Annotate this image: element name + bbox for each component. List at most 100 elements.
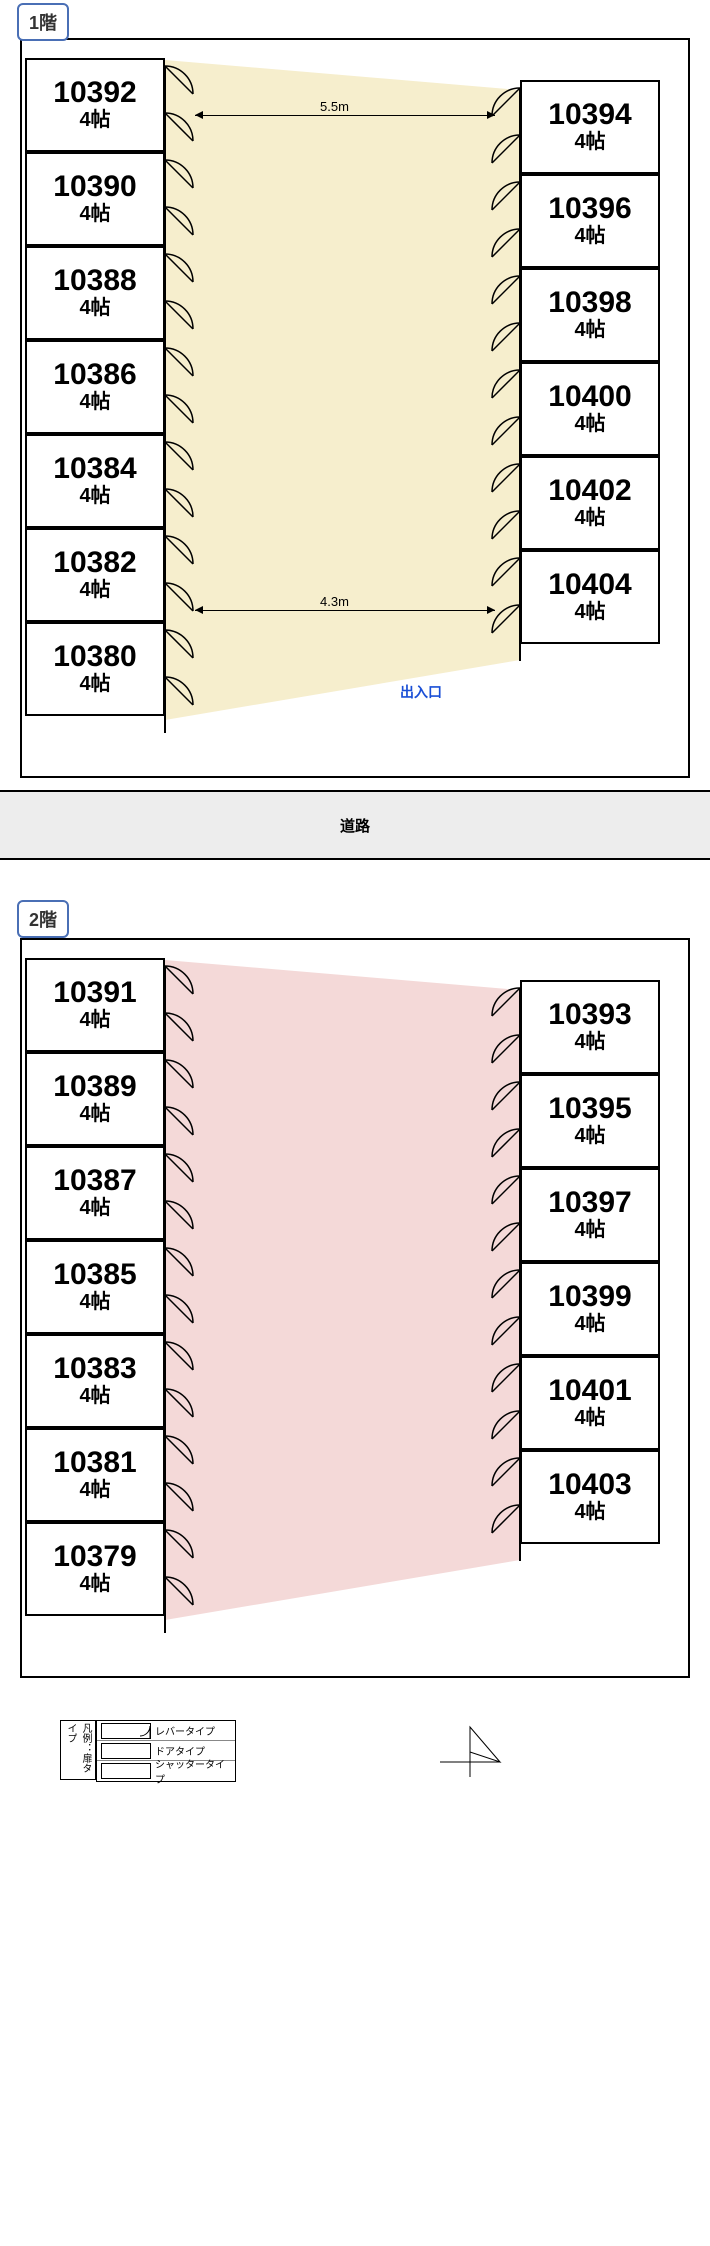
dimension-line bbox=[195, 610, 495, 611]
storage-unit[interactable]: 103924帖 bbox=[25, 58, 165, 152]
storage-unit[interactable]: 103884帖 bbox=[25, 246, 165, 340]
unit-number: 10384 bbox=[53, 454, 136, 484]
unit-number: 10394 bbox=[548, 100, 631, 130]
dimension-arrowhead bbox=[195, 606, 203, 614]
unit-size: 4帖 bbox=[79, 390, 110, 414]
storage-unit[interactable]: 103944帖 bbox=[520, 80, 660, 174]
floor-2-section: 2階 103914帖 103894帖 103874帖 103854帖 bbox=[0, 860, 710, 1690]
unit-size: 4帖 bbox=[574, 224, 605, 248]
floor-1-section: 1階 103924帖 103904帖 103884帖 103864帖 bbox=[0, 0, 710, 790]
floor-2-plot: 2階 103914帖 103894帖 103874帖 103854帖 bbox=[0, 860, 710, 1690]
dimension-arrowhead bbox=[195, 111, 203, 119]
legend-label: シャッタータイプ bbox=[155, 1756, 235, 1786]
unit-number: 10391 bbox=[53, 978, 136, 1008]
storage-unit[interactable]: 103794帖 bbox=[25, 1522, 165, 1616]
unit-number: 10385 bbox=[53, 1260, 136, 1290]
dimension-text: 5.5m bbox=[320, 99, 349, 114]
unit-number: 10400 bbox=[548, 382, 631, 412]
storage-unit[interactable]: 103954帖 bbox=[520, 1074, 660, 1168]
unit-number: 10389 bbox=[53, 1072, 136, 1102]
legend-swatch-icon bbox=[101, 1723, 151, 1739]
legend-swatch-icon bbox=[101, 1763, 151, 1779]
unit-size: 4帖 bbox=[79, 1478, 110, 1502]
storage-unit[interactable]: 103824帖 bbox=[25, 528, 165, 622]
unit-size: 4帖 bbox=[79, 202, 110, 226]
storage-unit[interactable]: 104004帖 bbox=[520, 362, 660, 456]
door-icon bbox=[490, 603, 522, 668]
storage-unit[interactable]: 103804帖 bbox=[25, 622, 165, 716]
legend-row: シャッタータイプ bbox=[97, 1761, 235, 1781]
legend: 凡例：扉タイプ レバータイプドアタイプシャッタータイプ bbox=[0, 1720, 710, 1782]
unit-number: 10390 bbox=[53, 172, 136, 202]
storage-unit[interactable]: 103994帖 bbox=[520, 1262, 660, 1356]
unit-size: 4帖 bbox=[79, 1008, 110, 1032]
unit-size: 4帖 bbox=[574, 318, 605, 342]
unit-number: 10380 bbox=[53, 642, 136, 672]
unit-size: 4帖 bbox=[574, 412, 605, 436]
legend-title: 凡例：扉タイプ bbox=[60, 1720, 96, 1780]
storage-unit[interactable]: 103874帖 bbox=[25, 1146, 165, 1240]
storage-unit[interactable]: 103854帖 bbox=[25, 1240, 165, 1334]
floor-1-plot: 1階 103924帖 103904帖 103884帖 103864帖 bbox=[0, 0, 710, 790]
dimension-text: 4.3m bbox=[320, 594, 349, 609]
floor-1-label: 1階 bbox=[17, 3, 69, 41]
storage-unit[interactable]: 104024帖 bbox=[520, 456, 660, 550]
road-label: 道路 bbox=[340, 815, 370, 836]
legend-row: レバータイプ bbox=[97, 1721, 235, 1741]
legend-swatch-icon bbox=[101, 1743, 151, 1759]
unit-size: 4帖 bbox=[79, 484, 110, 508]
road-bar: 道路 bbox=[0, 790, 710, 860]
unit-number: 10404 bbox=[548, 570, 631, 600]
legend-label: レバータイプ bbox=[155, 1723, 235, 1738]
storage-unit[interactable]: 103914帖 bbox=[25, 958, 165, 1052]
storage-unit[interactable]: 104014帖 bbox=[520, 1356, 660, 1450]
unit-number: 10395 bbox=[548, 1094, 631, 1124]
storage-unit[interactable]: 103844帖 bbox=[25, 434, 165, 528]
storage-unit[interactable]: 103904帖 bbox=[25, 152, 165, 246]
unit-size: 4帖 bbox=[79, 672, 110, 696]
storage-unit[interactable]: 103894帖 bbox=[25, 1052, 165, 1146]
unit-number: 10398 bbox=[548, 288, 631, 318]
storage-unit[interactable]: 103964帖 bbox=[520, 174, 660, 268]
unit-number: 10393 bbox=[548, 1000, 631, 1030]
unit-size: 4帖 bbox=[574, 1218, 605, 1242]
unit-size: 4帖 bbox=[574, 506, 605, 530]
unit-number: 10383 bbox=[53, 1354, 136, 1384]
unit-number: 10402 bbox=[548, 476, 631, 506]
door-icon bbox=[163, 675, 195, 740]
unit-number: 10396 bbox=[548, 194, 631, 224]
entry-label: 出入口 bbox=[400, 682, 442, 702]
unit-number: 10399 bbox=[548, 1282, 631, 1312]
unit-number: 10401 bbox=[548, 1376, 631, 1406]
north-arrow-icon bbox=[430, 1722, 510, 1782]
unit-size: 4帖 bbox=[79, 1572, 110, 1596]
storage-unit[interactable]: 103864帖 bbox=[25, 340, 165, 434]
storage-unit[interactable]: 103834帖 bbox=[25, 1334, 165, 1428]
unit-number: 10397 bbox=[548, 1188, 631, 1218]
unit-number: 10388 bbox=[53, 266, 136, 296]
storage-unit[interactable]: 104044帖 bbox=[520, 550, 660, 644]
unit-size: 4帖 bbox=[574, 1030, 605, 1054]
unit-number: 10382 bbox=[53, 548, 136, 578]
unit-size: 4帖 bbox=[79, 578, 110, 602]
unit-size: 4帖 bbox=[79, 1290, 110, 1314]
unit-size: 4帖 bbox=[79, 108, 110, 132]
legend-items: レバータイプドアタイプシャッタータイプ bbox=[96, 1720, 236, 1782]
storage-unit[interactable]: 103984帖 bbox=[520, 268, 660, 362]
unit-number: 10392 bbox=[53, 78, 136, 108]
unit-size: 4帖 bbox=[79, 1196, 110, 1220]
storage-unit[interactable]: 104034帖 bbox=[520, 1450, 660, 1544]
storage-unit[interactable]: 103814帖 bbox=[25, 1428, 165, 1522]
door-icon bbox=[163, 1575, 195, 1640]
unit-size: 4帖 bbox=[79, 1384, 110, 1408]
door-icon bbox=[490, 1503, 522, 1568]
storage-unit[interactable]: 103974帖 bbox=[520, 1168, 660, 1262]
unit-size: 4帖 bbox=[574, 1406, 605, 1430]
unit-size: 4帖 bbox=[574, 1500, 605, 1524]
unit-size: 4帖 bbox=[79, 1102, 110, 1126]
unit-size: 4帖 bbox=[79, 296, 110, 320]
unit-number: 10403 bbox=[548, 1470, 631, 1500]
unit-number: 10381 bbox=[53, 1448, 136, 1478]
unit-size: 4帖 bbox=[574, 1124, 605, 1148]
storage-unit[interactable]: 103934帖 bbox=[520, 980, 660, 1074]
